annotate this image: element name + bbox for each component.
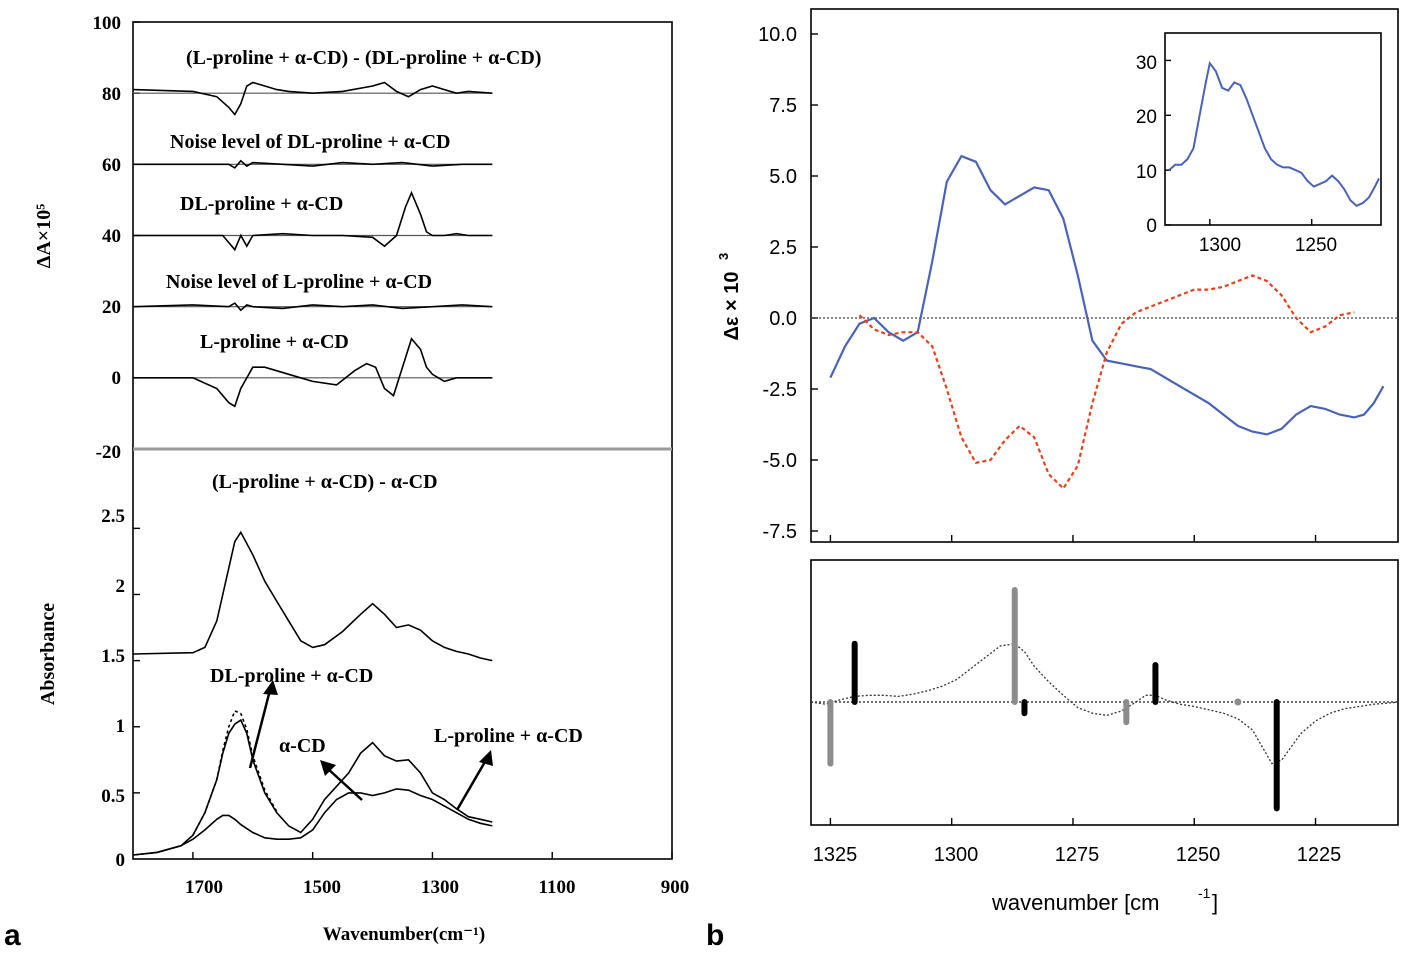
a-bottom-yticks: 2.5 2 1.5 1 0.5 0 [101,506,125,871]
a-xtick-1500: 1500 [303,877,341,898]
b-bottom-envelope [810,643,1399,765]
panel-b-bottom-frame [810,559,1399,826]
inset-xticks: 1300 1250 [1199,235,1337,256]
b-xtick-1325: 1325 [813,844,858,866]
b-top-series-red [858,274,1355,491]
inset-xtick-1250: 1250 [1295,235,1337,256]
b-ytick-10: 10.0 [758,24,797,46]
a-xtick-1300: 1300 [421,877,459,898]
arrow-acd-line [326,767,363,801]
annot-dl: DL-proline + α-CD [210,665,373,687]
arrow-acd-head [320,760,336,776]
a-xtick-900: 900 [661,877,690,898]
b-ylabel: Δε × 10 3 [716,253,743,341]
a-bottom-ytick-1.5: 1.5 [101,646,125,667]
inset-frame [1164,32,1382,226]
b-xlabel-text: wavenumber [cm [991,890,1160,915]
b-xlabel-sup: -1 [1198,885,1211,901]
label-noise-l: Noise level of L-proline + α-CD [166,271,432,293]
label-a: a [4,919,21,952]
inset-ytick-30: 30 [1136,53,1157,74]
b-xticks: 1325 1300 1275 1250 1225 [813,844,1342,866]
a-top-series-3 [132,302,493,312]
b-top-yticks: 10.0 7.5 5.0 2.5 0.0 -2.5 -5.0 -7.5 [758,24,797,543]
b-top-series-blue [829,154,1385,436]
inset-series [1168,60,1380,207]
b-ytick-7.5: 7.5 [769,95,797,117]
label-dl: DL-proline + α-CD [180,193,343,215]
a-top-ytick-20: 20 [102,297,121,318]
label-noise-dl: Noise level of DL-proline + α-CD [170,131,451,153]
inset-xtick-1300: 1300 [1199,235,1241,256]
b-ytick-2.5: 2.5 [769,237,797,259]
a-bottom-title: (L-proline + α-CD) - α-CD [212,471,438,493]
arrow-l-line [455,759,488,811]
annotation-arrows [248,680,493,811]
label-b: b [706,919,724,952]
a-top-ytick-minus20: -20 [96,442,121,463]
a-top-yticks: 100 80 60 40 20 0 -20 [93,13,122,463]
b-xlabel-end: ] [1212,890,1218,915]
a-top-ytick-100: 100 [93,13,122,34]
b-bottom-dot [1234,698,1242,706]
b-bottom-plot-area [810,587,1399,825]
inset-yticks: 30 20 10 0 [1136,53,1157,237]
b-xtick-1250: 1250 [1176,844,1221,866]
a-bottom-xticks: 1700 1500 1300 1100 900 [185,877,689,898]
a-top-ytick-60: 60 [102,155,121,176]
b-ytick-minus5: -5.0 [763,450,797,472]
annot-l: L-proline + α-CD [434,725,583,747]
arrow-l-head [479,750,493,766]
a-top-series-4 [133,337,493,408]
label-diff-dl: (L-proline + α-CD) - (DL-proline + α-CD) [186,47,541,69]
a-top-ytick-80: 80 [102,84,121,105]
a-bottom-ytick-1: 1 [116,716,126,737]
a-top-ytick-0: 0 [112,368,122,389]
a-bottom-ytick-2.5: 2.5 [101,506,125,527]
b-xlabel: wavenumber [cm -1 ] [991,885,1218,915]
b-ytick-0: 0.0 [769,308,797,330]
b-xtick-1225: 1225 [1297,844,1342,866]
a-bottom-ytick-2: 2 [116,576,126,597]
a-bottom-ylabel: Absorbance [37,603,59,705]
label-l: L-proline + α-CD [200,331,349,353]
b-ylabel-sup: 3 [716,253,731,260]
b-xtick-1300: 1300 [934,844,979,866]
inset-ytick-20: 20 [1136,107,1157,128]
a-top-ylabel: ΔA×10⁵ [33,204,55,268]
inset-ytick-0: 0 [1146,216,1157,237]
a-xtick-1700: 1700 [185,877,223,898]
b-ylabel-text: Δε × 10 [721,272,743,341]
inset-plot-area [1165,59,1380,226]
a-bottom-ytick-0: 0 [116,850,126,871]
a-xtick-1100: 1100 [539,877,576,898]
a-bottom-series-2 [192,709,278,836]
panel-a-bottom-frame [132,448,673,860]
inset-ytick-10: 10 [1136,162,1157,183]
a-bottom-series-1 [132,718,493,856]
a-top-series-0 [132,81,493,116]
a-top-series-2 [133,190,493,252]
arrow-dl-head [263,680,278,695]
a-bottom-plot-area [132,527,673,859]
b-ytick-minus7.5: -7.5 [763,521,797,543]
a-bottom-ytick-0.5: 0.5 [101,786,125,807]
arrow-dl-line [248,689,272,769]
a-top-ytick-40: 40 [102,226,121,247]
a-top-plot-area [132,21,493,408]
panel-b-top-frame [810,8,1399,543]
a-top-series-1 [133,159,493,169]
a-bottom-series-0 [132,530,493,662]
b-ytick-5: 5.0 [769,166,797,188]
b-xtick-1275: 1275 [1055,844,1100,866]
b-ytick-minus2.5: -2.5 [763,379,797,401]
a-bottom-series-3 [132,788,493,856]
annot-acd: α-CD [279,735,326,757]
a-xlabel: Wavenumber(cm⁻¹) [323,924,485,945]
b-top-plot-area [811,33,1398,542]
